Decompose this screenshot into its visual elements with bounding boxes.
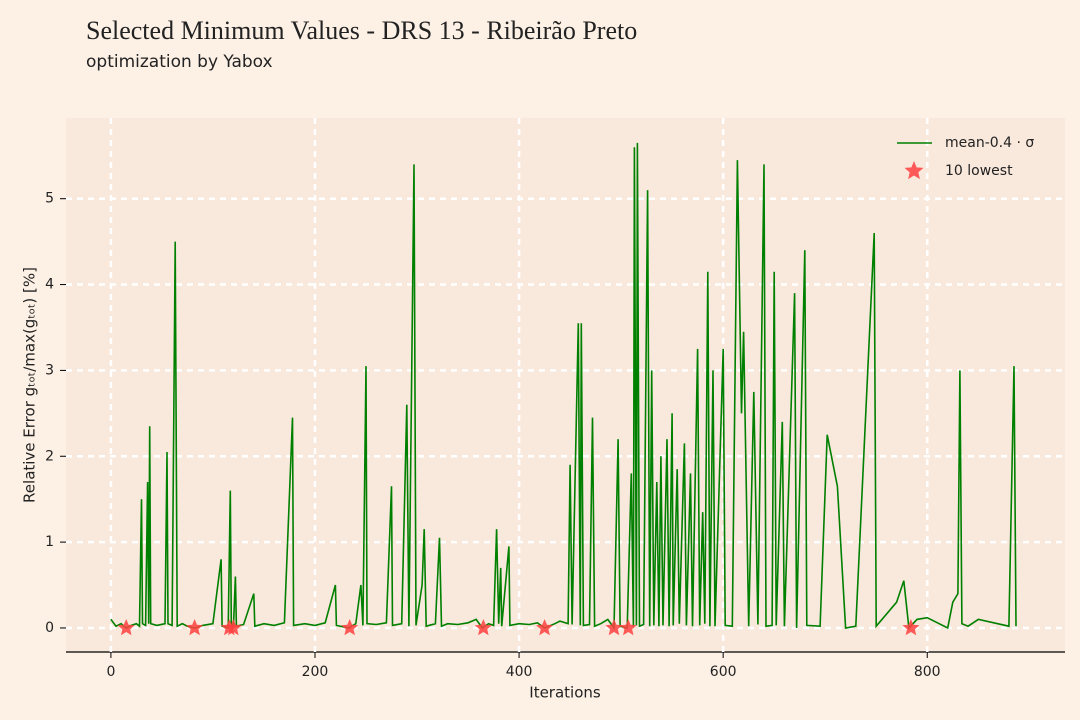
x-tick-label: 400	[506, 664, 533, 680]
x-tick-label: 600	[710, 664, 737, 680]
star-marker	[605, 619, 623, 636]
legend-label: mean-0.4 · σ	[945, 135, 1034, 151]
star-marker	[117, 619, 135, 636]
star-marker	[474, 619, 492, 636]
y-tick-label: 0	[45, 620, 54, 636]
y-tick-label: 5	[45, 191, 54, 207]
star-marker	[224, 619, 242, 636]
x-tick-label: 200	[302, 664, 329, 680]
legend-label: 10 lowest	[945, 163, 1013, 179]
star-marker	[186, 619, 204, 636]
y-tick-label: 4	[45, 277, 54, 293]
chart-subtitle: optimization by Yabox	[86, 52, 273, 72]
chart-title: Selected Minimum Values - DRS 13 - Ribei…	[86, 16, 637, 45]
star-marker	[902, 619, 920, 636]
star-marker	[341, 619, 359, 636]
x-tick-label: 0	[106, 664, 115, 680]
y-axis-label: Relative Error gₜₒₜ/max(gₜₒₜ) [%]	[21, 267, 39, 503]
x-axis-label: Iterations	[529, 684, 601, 702]
x-tick-label: 800	[914, 664, 941, 680]
data-line	[110, 142, 1017, 631]
y-tick-label: 2	[45, 448, 54, 464]
legend-star	[904, 161, 924, 180]
y-tick-label: 3	[45, 362, 54, 378]
plot-area	[66, 118, 1065, 652]
y-tick-label: 1	[45, 534, 54, 550]
star-marker	[619, 619, 637, 636]
star-marker	[536, 619, 554, 636]
